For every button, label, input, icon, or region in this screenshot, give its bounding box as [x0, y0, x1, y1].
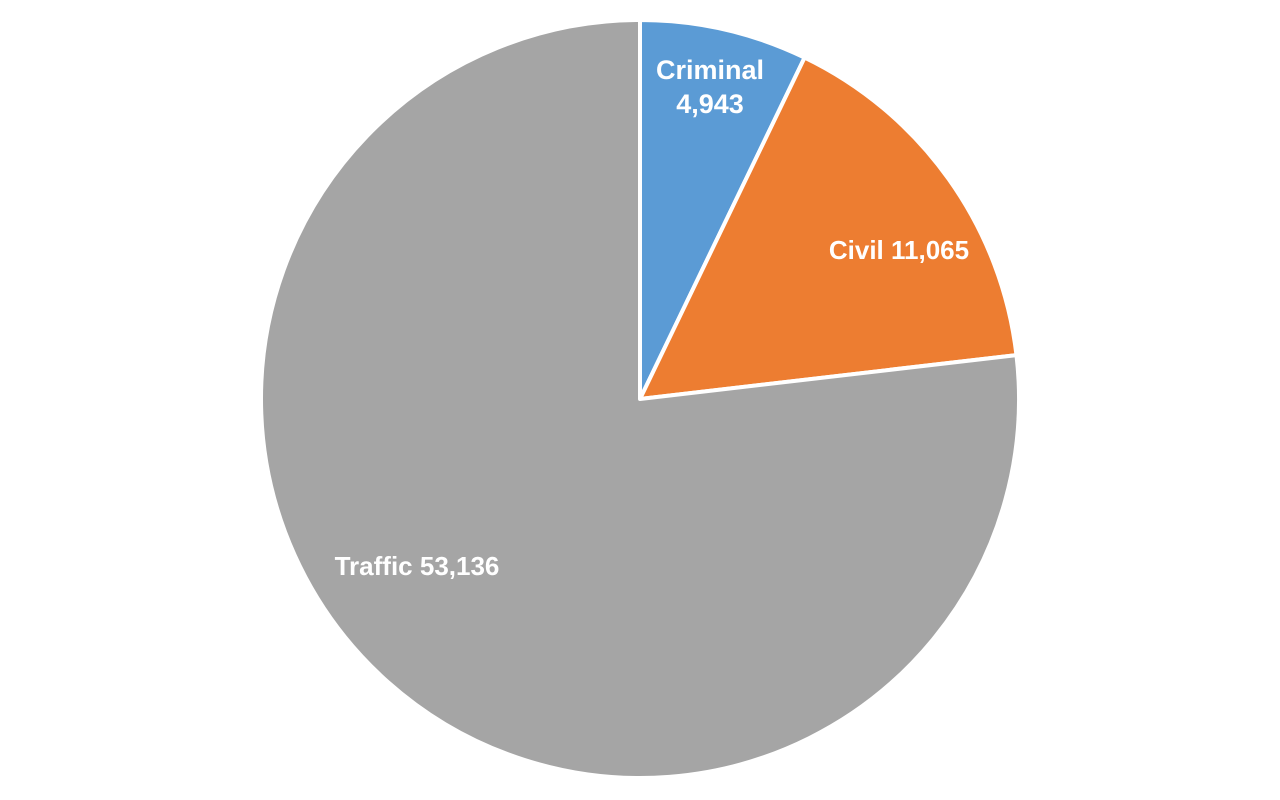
pie-slices-group	[259, 18, 1021, 780]
pie-labels-group: Criminal 4,943 Civil 11,065 Traffic 53,136	[335, 55, 970, 581]
pie-slice-civil[interactable]	[638, 55, 1019, 401]
pie-label-civil: Civil 11,065	[829, 235, 969, 265]
pie-label-criminal-line-2: 4,943	[676, 89, 744, 119]
pie-slice-traffic[interactable]	[259, 18, 1021, 780]
pie-label-traffic: Traffic 53,136	[335, 551, 500, 581]
pie-slice-criminal[interactable]	[638, 18, 807, 401]
pie-label-criminal-line-1: Criminal	[656, 55, 764, 85]
